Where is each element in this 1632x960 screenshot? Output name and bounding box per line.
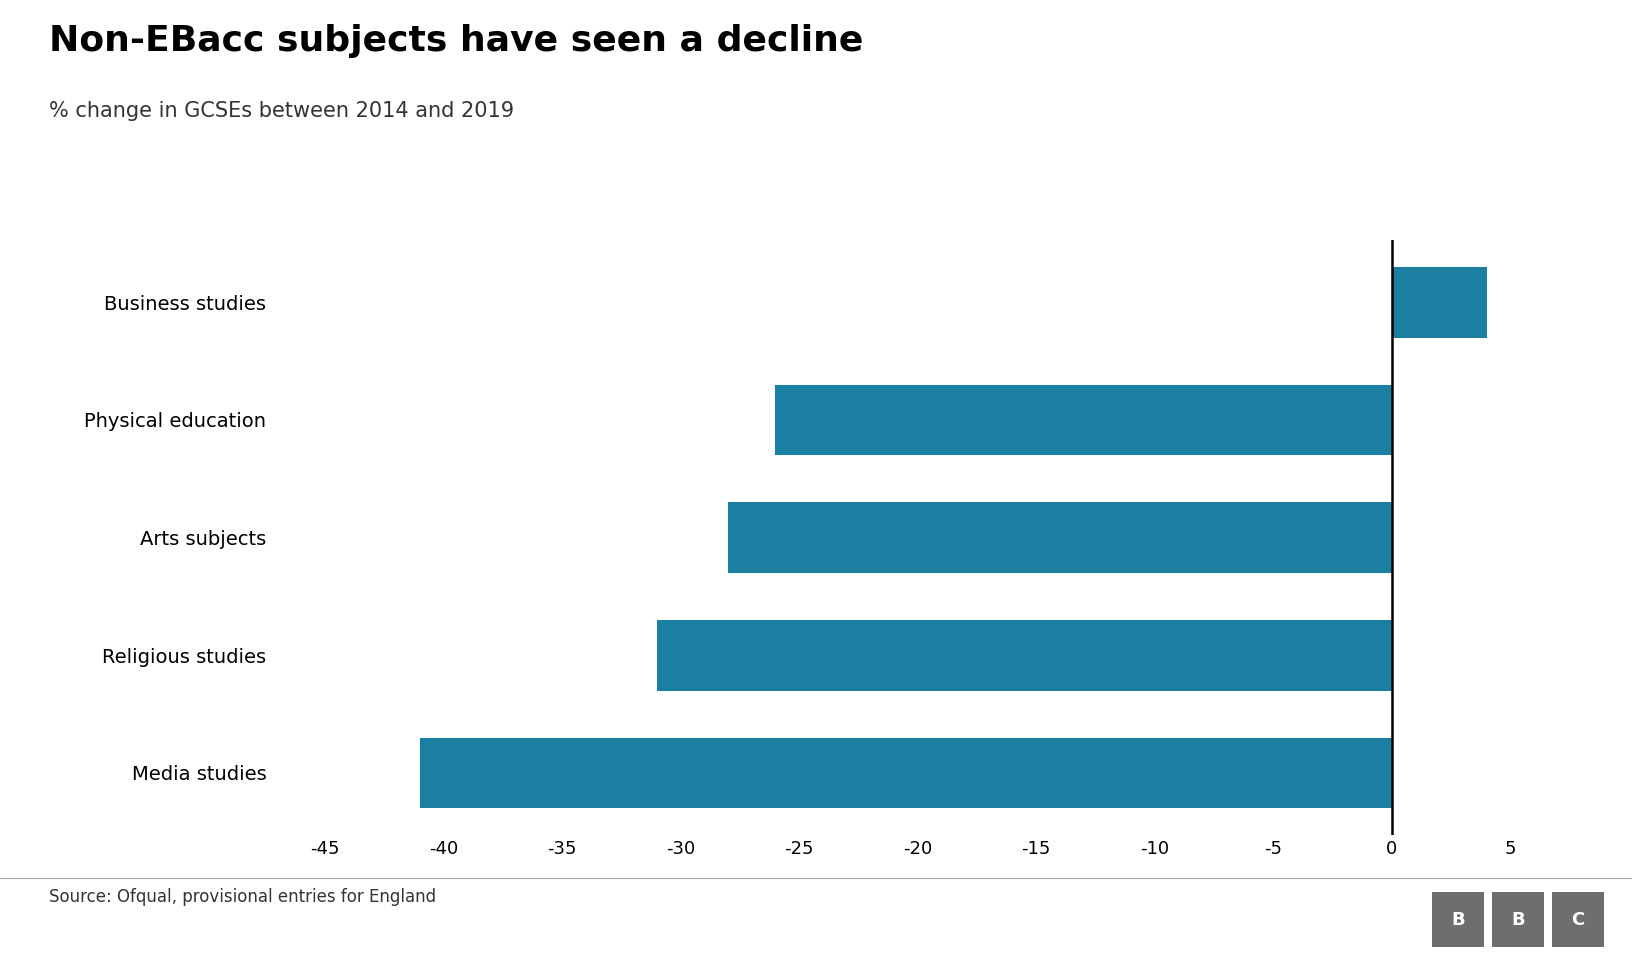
Bar: [775, 385, 1392, 455]
Bar: [656, 620, 1392, 690]
Bar: [419, 737, 1392, 808]
Bar: [1431, 893, 1485, 948]
Text: % change in GCSEs between 2014 and 2019: % change in GCSEs between 2014 and 2019: [49, 101, 514, 121]
Text: Source: Ofqual, provisional entries for England: Source: Ofqual, provisional entries for …: [49, 888, 436, 906]
Bar: [1392, 267, 1487, 338]
Text: B: B: [1511, 911, 1524, 929]
Bar: [728, 502, 1392, 573]
Text: Non-EBacc subjects have seen a decline: Non-EBacc subjects have seen a decline: [49, 24, 863, 58]
Bar: [1552, 893, 1604, 948]
Text: C: C: [1572, 911, 1585, 929]
Text: B: B: [1451, 911, 1466, 929]
Bar: [1492, 893, 1544, 948]
